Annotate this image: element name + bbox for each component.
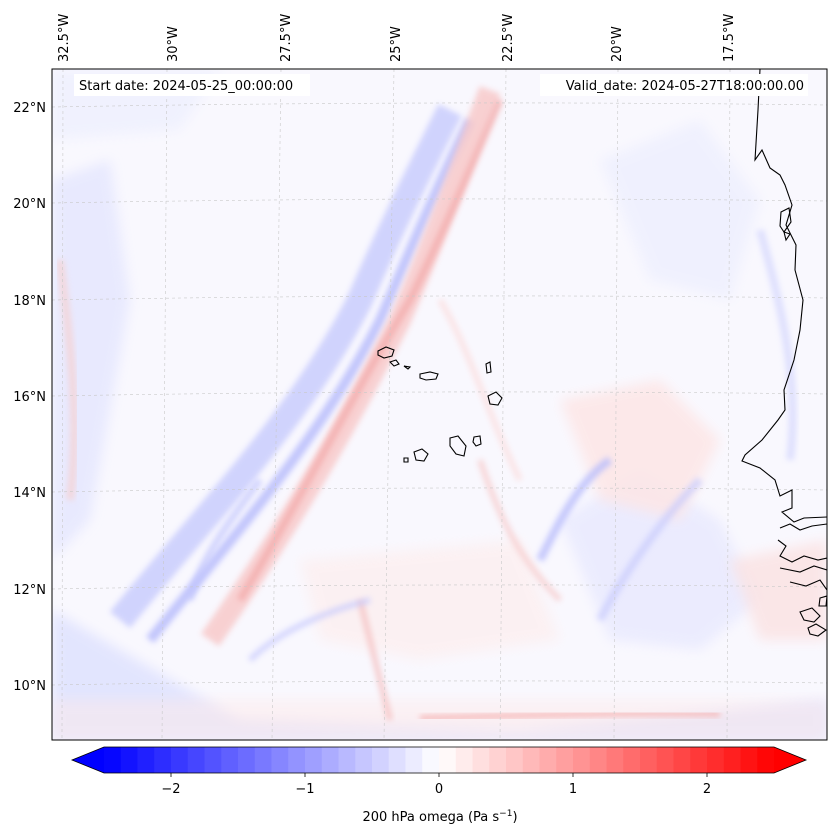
africa-coastline [741,69,827,523]
colorbar-segment [305,747,323,773]
start-date-box: Start date: 2024-05-25_00:00:00 [74,74,310,96]
cape-verde-islands [377,346,503,463]
valid-date-label: Valid_date: 2024-05-27T18:00:00.00 [566,79,804,94]
colorbar-segment [439,747,457,773]
lon-label-20w: 20°W [610,26,625,62]
colorbar-tick-label: −2 [161,782,180,797]
lon-label-30w: 30°W [166,26,181,62]
colorbar-segment [489,747,507,773]
colorbar-segment [606,747,624,773]
colorbar-segment [338,747,356,773]
colorbar-segment [707,747,725,773]
colorbar-segment [171,747,189,773]
colorbar-tick-label: −1 [295,782,314,797]
start-date-label: Start date: 2024-05-25_00:00:00 [79,79,293,94]
colorbar-segment [422,747,440,773]
colorbar-outline [70,746,808,774]
coastlines [741,69,827,637]
colorbar-segment [405,747,423,773]
colorbar-segment [656,747,675,773]
colorbar-segment [757,747,775,773]
colorbar-segment [740,747,758,773]
colorbar-segment [573,747,591,773]
lon-label-32-5w: 32.5°W [57,14,72,62]
colorbar-segment [104,747,122,773]
map-panel: Start date: 2024-05-25_00:00:00 Valid_da… [51,68,828,741]
colorbar-segment [723,747,742,773]
colorbar-tick-label: 2 [703,782,711,797]
colorbar-tick-label: 0 [435,782,443,797]
colorbar-segment [221,747,239,773]
colorbar-segment [539,747,557,773]
colorbar-segment [271,747,289,773]
colorbar-segment [522,747,541,773]
colorbar-segment [623,747,641,773]
colorbar-segment [254,747,273,773]
lat-label-20n: 20°N [13,197,46,212]
colorbar-ticks: −2 −1 0 1 2 [161,773,711,797]
colorbar-segment [673,747,691,773]
lat-label-12n: 12°N [13,583,46,598]
lon-label-22-5w: 22.5°W [501,14,516,62]
colorbar-segment [455,747,474,773]
colorbar-min-extend [72,747,104,773]
lat-label-16n: 16°N [13,390,46,405]
colorbar-segments [72,747,806,773]
lon-label-17-5w: 17.5°W [722,14,737,62]
lat-label-22n: 22°N [13,101,46,116]
colorbar-segment [154,747,172,773]
colorbar-segment [321,747,340,773]
colorbar-segment [137,747,155,773]
colorbar-segment [120,747,139,773]
colorbar: −2 −1 0 1 2 200 hPa omega (Pa s−1) [70,746,808,825]
omega-field [52,70,827,740]
longitude-labels: 32.5°W 30°W 27.5°W 25°W 22.5°W 20°W 17.5… [57,14,737,62]
lat-label-14n: 14°N [13,486,46,501]
colorbar-segment [388,747,407,773]
colorbar-max-extend [774,747,806,773]
colorbar-segment [589,747,608,773]
lon-label-25w: 25°W [389,26,404,62]
colorbar-segment [556,747,574,773]
colorbar-segment [690,747,708,773]
colorbar-segment [372,747,390,773]
graticule [52,69,827,740]
colorbar-tick-label: 1 [569,782,577,797]
lon-label-27-5w: 27.5°W [279,14,294,62]
colorbar-segment [640,747,658,773]
colorbar-title: 200 hPa omega (Pa s−1) [362,809,517,825]
lat-label-18n: 18°N [13,294,46,309]
colorbar-segment [187,747,206,773]
colorbar-segment [472,747,490,773]
lat-label-10n: 10°N [13,679,46,694]
latitude-labels: 22°N 20°N 18°N 16°N 14°N 12°N 10°N [13,101,46,694]
map-frame [51,68,828,741]
colorbar-segment [506,747,524,773]
colorbar-segment [355,747,373,773]
colorbar-segment [288,747,306,773]
colorbar-segment [204,747,222,773]
colorbar-segment [238,747,256,773]
valid-date-box: Valid_date: 2024-05-27T18:00:00.00 [540,74,808,96]
